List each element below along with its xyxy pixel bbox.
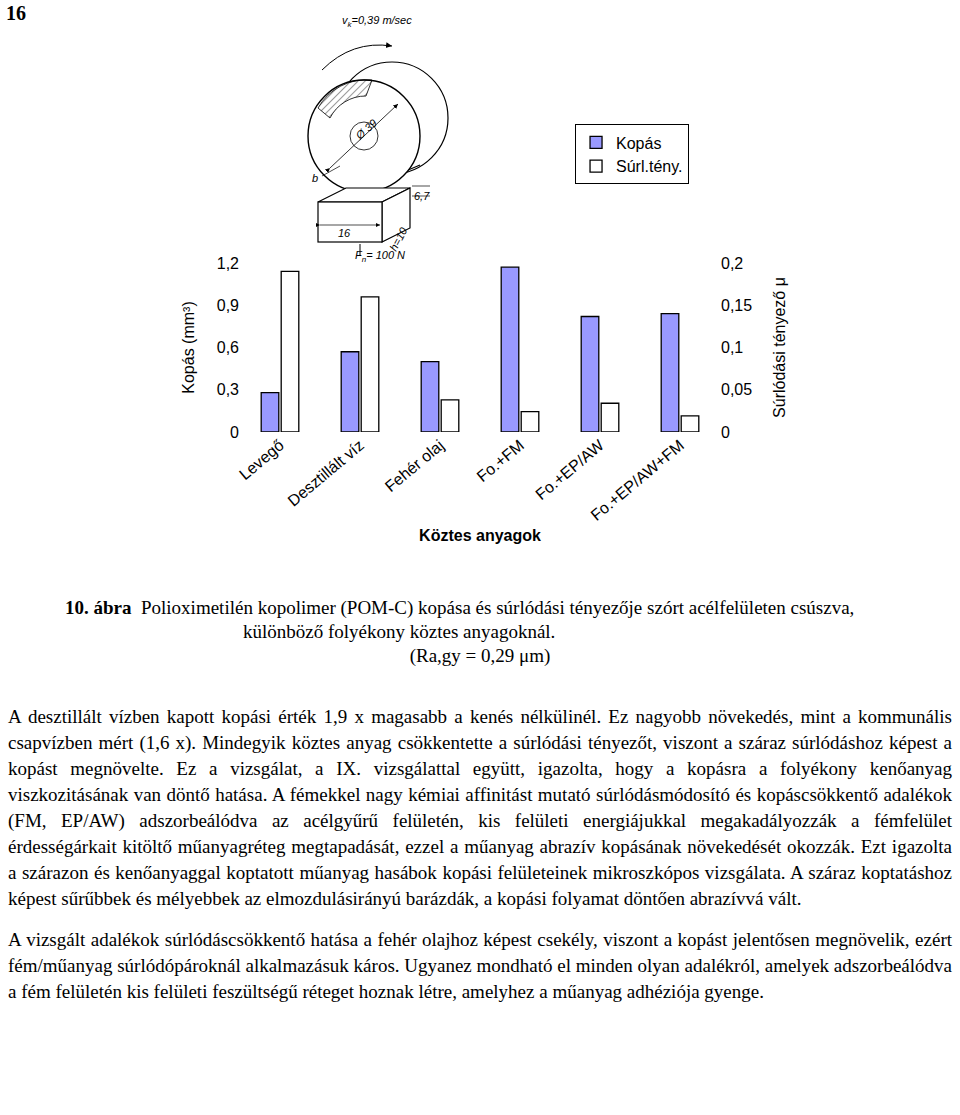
- svg-text:0: 0: [230, 424, 239, 441]
- svg-text:0,05: 0,05: [721, 381, 752, 398]
- html-text:10. ábra Polioximetilén kopoli: 10. ábra Polioximetilén kopolimer (POM-C…: [65, 597, 855, 642]
- svg-text:6,7: 6,7: [414, 190, 430, 202]
- svg-text:Ø 39: Ø 39: [353, 117, 380, 143]
- svg-text:0,9: 0,9: [217, 297, 239, 314]
- svg-text:Fo.+EP/AW+FM: Fo.+EP/AW+FM: [587, 436, 687, 524]
- html-text:A vizsgált adalékok súrlódáscs: A vizsgált adalékok súrlódáscsökkentő ha…: [8, 929, 952, 1002]
- svg-text:0,1: 0,1: [721, 339, 743, 356]
- svg-text:1,2: 1,2: [217, 255, 239, 272]
- svg-text:b: b: [312, 172, 318, 184]
- svg-text:Súrlódási tényező μ: Súrlódási tényező μ: [771, 277, 788, 418]
- svg-text:Desztillált víz: Desztillált víz: [285, 436, 367, 509]
- svg-text:Kopás (mm³): Kopás (mm³): [180, 301, 197, 393]
- svg-text:0,15: 0,15: [721, 297, 752, 314]
- svg-text:vk=0,39 m/sec: vk=0,39 m/sec: [342, 14, 412, 29]
- svg-text:16: 16: [338, 227, 351, 239]
- svg-text:h=10: h=10: [387, 225, 410, 253]
- svg-text:Fo.+EP/AW: Fo.+EP/AW: [532, 436, 608, 503]
- html-text:16: 16: [6, 2, 26, 24]
- svg-text:Köztes anyagok: Köztes anyagok: [419, 527, 541, 544]
- svg-text:Levegő: Levegő: [236, 436, 287, 483]
- svg-text:Fn= 100 N: Fn= 100 N: [355, 249, 405, 262]
- html-text:(Ra,gy = 0,29 μm): (Ra,gy = 0,29 μm): [409, 645, 551, 666]
- svg-text:0,6: 0,6: [217, 339, 239, 356]
- svg-text:Fehér olaj: Fehér olaj: [382, 436, 447, 495]
- svg-text:0,2: 0,2: [721, 255, 743, 272]
- svg-text:0: 0: [721, 424, 730, 441]
- html-text:A desztillált vízben kapott ko: A desztillált vízben kapott kopási érték…: [8, 706, 952, 909]
- svg-text:0,3: 0,3: [217, 381, 239, 398]
- svg-text:Fo.+FM: Fo.+FM: [474, 436, 527, 485]
- svg-text:Kopás: Kopás: [616, 135, 661, 152]
- svg-text:Súrl.tény.: Súrl.tény.: [616, 158, 682, 175]
